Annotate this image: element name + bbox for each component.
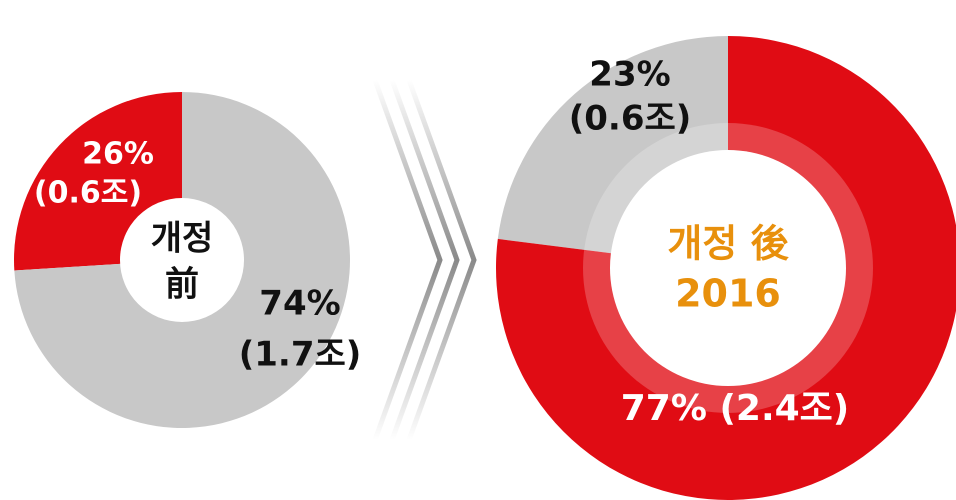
arrow [372,79,477,441]
value-label: 74% [259,284,340,324]
amount-label: (1.7조) [239,335,362,375]
value-label: 26% [82,137,154,172]
slice-label: 77% (2.4조) [621,388,850,429]
center-label: 前 [165,265,199,305]
value-label: 23% [589,55,670,95]
value-label: 77% [621,388,707,429]
center-label: 2016 [675,272,781,316]
center-label: 개정 後 [667,222,789,266]
amount-label: (0.6조) [34,176,142,211]
amount-label: (2.4조) [719,388,849,429]
donut-hole [610,150,846,386]
amount-label: (0.6조) [569,99,692,139]
donut-hole [120,198,244,322]
center-label: 개정 [151,219,214,259]
